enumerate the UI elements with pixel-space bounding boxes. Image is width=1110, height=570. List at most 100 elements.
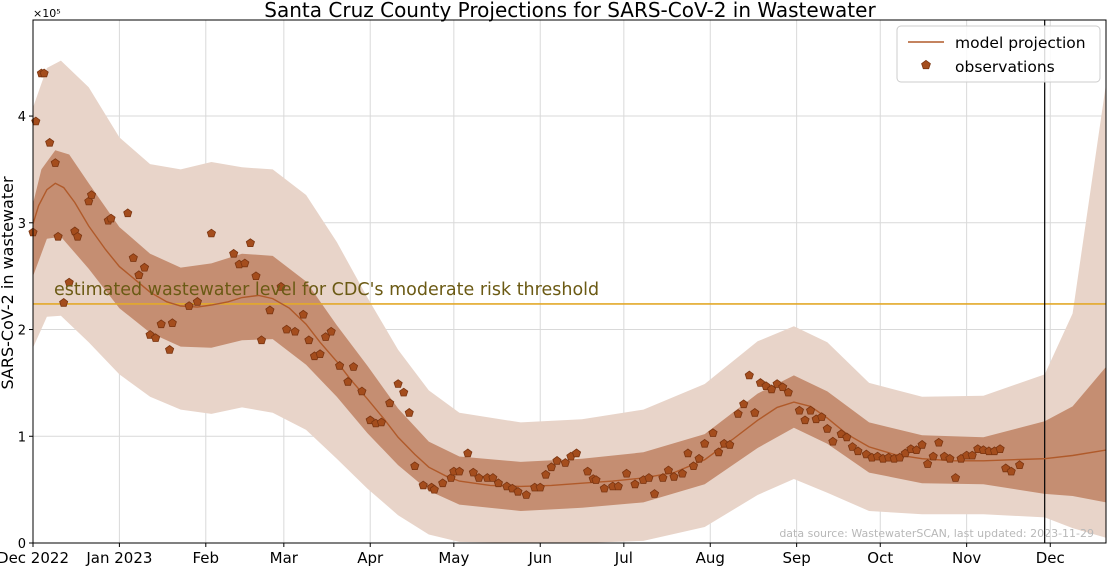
observation-point (429, 484, 439, 494)
observation-point (683, 448, 693, 458)
observation-point (541, 469, 551, 479)
observation-point (357, 386, 367, 396)
observation-point (599, 483, 609, 493)
observation-point (708, 428, 718, 437)
observation-point (315, 349, 325, 359)
observation-point (778, 382, 788, 392)
observation-point (463, 448, 473, 458)
observation-point (995, 444, 1005, 454)
observation-point (694, 453, 704, 463)
observation-point (945, 453, 955, 463)
chart-title: Santa Cruz County Projections for SARS-C… (264, 0, 876, 22)
observation-point (86, 190, 97, 199)
observation-point (714, 447, 724, 457)
observation-point (535, 482, 545, 492)
observation-point (84, 196, 94, 206)
observation-point (290, 326, 300, 336)
observation-point (521, 490, 531, 499)
observation-point (39, 68, 49, 78)
observation-point (128, 253, 138, 262)
observation-point (298, 309, 308, 319)
observation-point (493, 478, 503, 488)
observation-point (739, 399, 749, 409)
observation-point (59, 298, 69, 307)
observation-point (725, 440, 735, 449)
observation-point (950, 473, 961, 482)
source-note: data source: WastewaterSCAN, last update… (779, 527, 1094, 540)
observation-point (282, 324, 292, 334)
observation-point (583, 466, 593, 476)
observation-point (644, 473, 654, 482)
x-tick-label: Apr (357, 549, 384, 566)
x-tick-label: Aug (696, 549, 725, 566)
observation-point (794, 405, 804, 415)
x-tick-label: Jan 2023 (85, 549, 152, 566)
observation-point (139, 262, 150, 272)
observation-point (488, 473, 498, 482)
observation-point (700, 438, 710, 448)
observation-point (192, 297, 202, 306)
observation-point (165, 345, 175, 354)
observation-point (474, 473, 484, 482)
x-tick-label: Dec 2022 (0, 549, 69, 566)
observation-point (326, 326, 336, 336)
observation-point (733, 409, 743, 418)
observation-point (399, 387, 409, 397)
y-tick-label: 4 (18, 110, 26, 125)
observation-point (167, 318, 177, 328)
observation-point (304, 335, 314, 345)
observation-point (156, 319, 166, 329)
observation-point (744, 370, 754, 380)
legend-marker-swatch (921, 59, 931, 70)
observation-point (64, 277, 74, 287)
x-tick-label: Oct (867, 549, 893, 566)
observation-point (376, 417, 386, 427)
observation-point (31, 116, 41, 126)
observation-point (335, 361, 345, 370)
observation-point (853, 446, 863, 456)
observation-point (446, 473, 456, 482)
observation-point (571, 448, 582, 458)
observation-point (206, 228, 216, 238)
observation-point (348, 362, 359, 371)
x-tick-label: Jun (528, 549, 552, 566)
threshold-label: estimated wastewater level for CDC's mod… (54, 280, 599, 300)
observation-point (688, 461, 699, 471)
y-tick-label: 0 (18, 537, 26, 552)
observation-point (184, 301, 194, 310)
observation-point (800, 415, 810, 425)
x-tick-label: Mar (270, 549, 299, 566)
observation-point (256, 335, 267, 345)
x-tick-label: May (438, 549, 469, 566)
observation-point (552, 456, 562, 465)
observation-point (842, 432, 852, 442)
observation-point (622, 468, 632, 478)
inner-uncertainty-band (33, 150, 1106, 511)
observation-point (265, 305, 275, 315)
observation-point (1015, 460, 1025, 470)
observation-point (276, 282, 286, 291)
legend-model-label: model projection (955, 34, 1086, 52)
observation-point (630, 479, 640, 489)
observation-point (1006, 466, 1016, 476)
y-tick-label: 2 (18, 324, 26, 339)
threshold (33, 20, 1106, 543)
observation-point (45, 137, 55, 147)
observation-point (806, 405, 816, 415)
observation-point (229, 248, 239, 258)
observation-point (454, 466, 464, 476)
x-tick-label: Feb (193, 549, 220, 566)
legend: model projection observations (896, 25, 1101, 83)
observation-point (251, 271, 261, 281)
x-tick-label: Dec (1036, 549, 1065, 566)
observation-point (677, 468, 687, 478)
observation-point (560, 458, 570, 467)
observations (28, 68, 1025, 499)
observation-point (669, 472, 679, 481)
observation-point (245, 238, 255, 248)
observation-point (151, 333, 161, 342)
observation-point (393, 379, 403, 388)
observation-point (546, 462, 556, 472)
observation-point (783, 387, 793, 397)
